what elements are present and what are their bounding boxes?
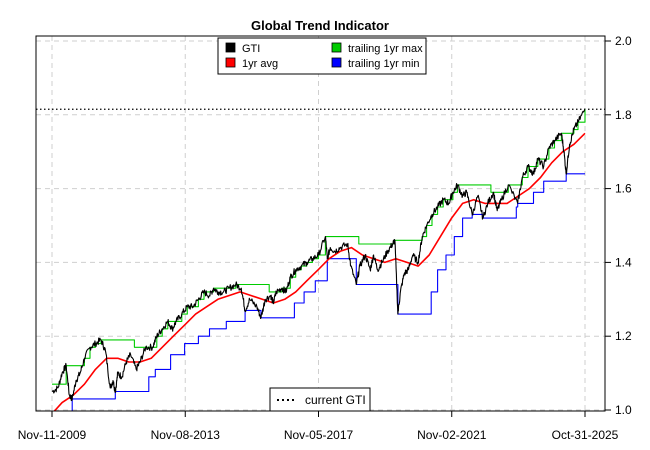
y-tick-label: 1.8 <box>615 108 632 122</box>
legend-swatch-1yr-avg <box>225 57 236 68</box>
y-tick-label: 1.4 <box>615 255 632 269</box>
legend-label-1yr-avg: 1yr avg <box>242 58 278 70</box>
x-tick-label: Nov-02-2021 <box>417 428 487 442</box>
x-tick-label: Oct-31-2025 <box>552 428 619 442</box>
legend-label-trailing-1yr-min: trailing 1yr min <box>348 58 420 70</box>
series-layer <box>51 109 586 411</box>
grid-lines <box>36 36 605 411</box>
legend-swatch-trailing-1yr-max <box>331 42 342 53</box>
axes: Nov-11-2009 Nov-08-2013 Nov-05-2017 Nov-02-… <box>18 34 632 442</box>
series-line-trailing-1yr-min <box>71 173 585 411</box>
legend-label-trailing-1yr-max: trailing 1yr max <box>348 43 423 55</box>
y-tick-label: 1.6 <box>615 182 632 196</box>
legend-box <box>217 37 427 75</box>
legend-label-gti: GTI <box>242 43 260 55</box>
chart-title: Global Trend Indicator <box>251 18 389 33</box>
reference-legend-label: current GTI <box>305 393 366 407</box>
reference-legend: current GTI <box>269 387 371 412</box>
y-tick-label: 2.0 <box>615 34 632 48</box>
series-line-gti <box>51 109 586 402</box>
reference-legend-box <box>269 387 371 412</box>
legend-swatch-gti <box>225 42 236 53</box>
x-tick-label: Nov-08-2013 <box>151 428 221 442</box>
x-tick-label: Nov-05-2017 <box>284 428 354 442</box>
legend-swatch-trailing-1yr-min <box>331 57 342 68</box>
legend: GTI 1yr avg trailing 1yr max trailing 1yr m… <box>217 37 427 75</box>
x-tick-label: Nov-11-2009 <box>18 428 87 442</box>
y-tick-label: 1.0 <box>615 403 632 417</box>
y-tick-label: 1.2 <box>615 329 632 343</box>
